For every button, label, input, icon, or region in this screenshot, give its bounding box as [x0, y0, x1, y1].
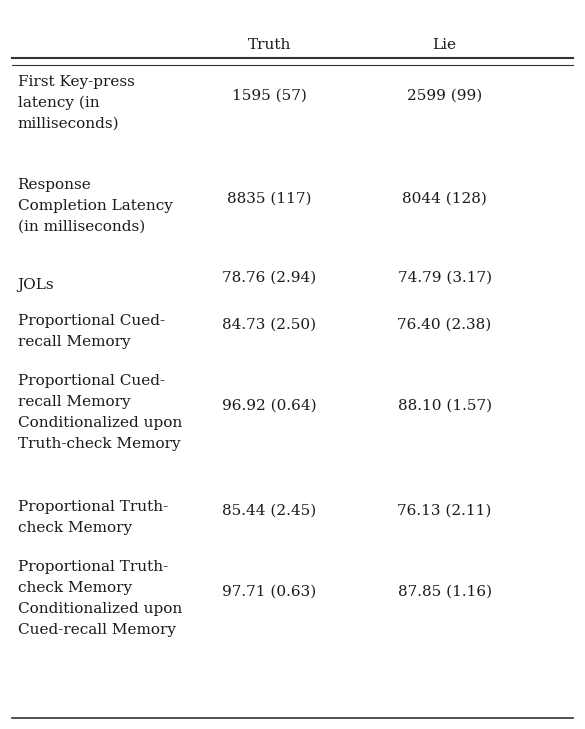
Text: latency (in: latency (in	[18, 96, 99, 110]
Text: 97.71 (0.63): 97.71 (0.63)	[222, 585, 316, 599]
Text: 76.40 (2.38): 76.40 (2.38)	[397, 318, 492, 332]
Text: Lie: Lie	[432, 38, 457, 52]
Text: 88.10 (1.57): 88.10 (1.57)	[398, 399, 491, 413]
Text: Proportional Cued-: Proportional Cued-	[18, 374, 164, 388]
Text: Completion Latency: Completion Latency	[18, 199, 173, 213]
Text: check Memory: check Memory	[18, 581, 132, 595]
Text: Proportional Cued-: Proportional Cued-	[18, 314, 164, 328]
Text: Proportional Truth-: Proportional Truth-	[18, 500, 168, 514]
Text: check Memory: check Memory	[18, 521, 132, 535]
Text: 84.73 (2.50): 84.73 (2.50)	[222, 318, 316, 332]
Text: 1595 (57): 1595 (57)	[232, 89, 307, 103]
Text: recall Memory: recall Memory	[18, 395, 130, 409]
Text: 74.79 (3.17): 74.79 (3.17)	[398, 271, 491, 285]
Text: JOLs: JOLs	[18, 278, 54, 292]
Text: First Key-press: First Key-press	[18, 75, 135, 89]
Text: 96.92 (0.64): 96.92 (0.64)	[222, 399, 316, 413]
Text: Truth-check Memory: Truth-check Memory	[18, 437, 180, 451]
Text: 76.13 (2.11): 76.13 (2.11)	[397, 504, 492, 518]
Text: 8835 (117): 8835 (117)	[227, 192, 311, 206]
Text: Truth: Truth	[247, 38, 291, 52]
Text: Conditionalized upon: Conditionalized upon	[18, 416, 182, 430]
Text: 2599 (99): 2599 (99)	[407, 89, 482, 103]
Text: Response: Response	[18, 178, 91, 192]
Text: Cued-recall Memory: Cued-recall Memory	[18, 623, 176, 637]
Text: 78.76 (2.94): 78.76 (2.94)	[222, 271, 316, 285]
Text: 85.44 (2.45): 85.44 (2.45)	[222, 504, 316, 518]
Text: Conditionalized upon: Conditionalized upon	[18, 602, 182, 616]
Text: milliseconds): milliseconds)	[18, 117, 119, 131]
Text: Proportional Truth-: Proportional Truth-	[18, 560, 168, 574]
Text: 87.85 (1.16): 87.85 (1.16)	[398, 585, 491, 599]
Text: recall Memory: recall Memory	[18, 335, 130, 349]
Text: (in milliseconds): (in milliseconds)	[18, 220, 145, 234]
Text: 8044 (128): 8044 (128)	[402, 192, 487, 206]
